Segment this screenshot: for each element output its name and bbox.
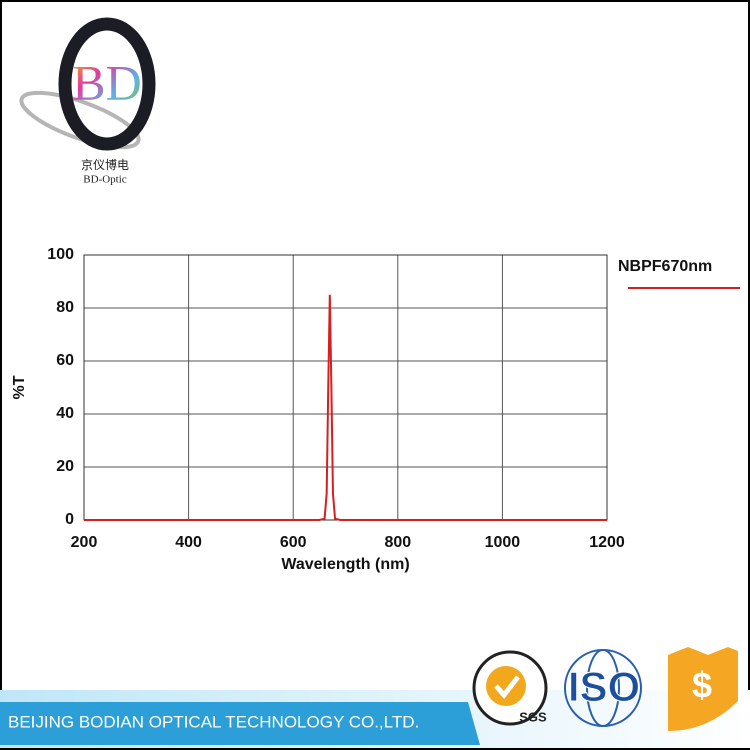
iso-label: ISO: [568, 663, 640, 710]
sgs-seal: [486, 666, 526, 706]
iso-meridian: [586, 649, 620, 727]
series-line: [84, 294, 607, 521]
shield: [668, 647, 738, 731]
x-tick-label: 1200: [589, 534, 625, 551]
secure-badge: $: [668, 647, 738, 731]
x-tick-label: 1000: [485, 534, 521, 551]
x-tick-label: 800: [384, 534, 411, 551]
logo-name-en: BD-Optic: [83, 174, 127, 186]
x-tick-label: 600: [280, 534, 307, 551]
legend-label: NBPF670nm: [618, 258, 712, 275]
y-tick-label: 20: [56, 458, 74, 475]
y-tick-label: 100: [47, 246, 74, 263]
x-tick-label: 400: [175, 534, 202, 551]
sgs-badge: SGS: [472, 650, 548, 726]
y-tick-label: 0: [65, 511, 74, 528]
footer-banner: [0, 702, 480, 745]
sgs-label: SGS: [519, 709, 547, 724]
logo-ring: [58, 17, 156, 151]
shield-label: $: [692, 665, 712, 706]
y-tick-label: 80: [56, 299, 74, 316]
company-name: BEIJING BODIAN OPTICAL TECHNOLOGY CO.,LT…: [8, 712, 419, 731]
iso-badge: ISO: [564, 649, 642, 727]
chart: 0 20 40 60 80 100 200 400 600 800 1000 1200 Waveleng…: [11, 246, 740, 573]
x-tick-label: 200: [71, 534, 98, 551]
logo-name-cn: 京仪博电: [81, 157, 129, 172]
y-tick-label: 60: [56, 352, 74, 369]
y-axis-title: %T: [11, 375, 28, 399]
logo-swoosh: [19, 90, 141, 150]
logo: BD 京仪博电 BD-Optic: [19, 17, 156, 186]
logo-mark: BD: [72, 54, 141, 110]
x-axis-title: Wavelength (nm): [281, 556, 409, 573]
sgs-check: [494, 675, 520, 699]
y-tick-label: 40: [56, 405, 74, 422]
